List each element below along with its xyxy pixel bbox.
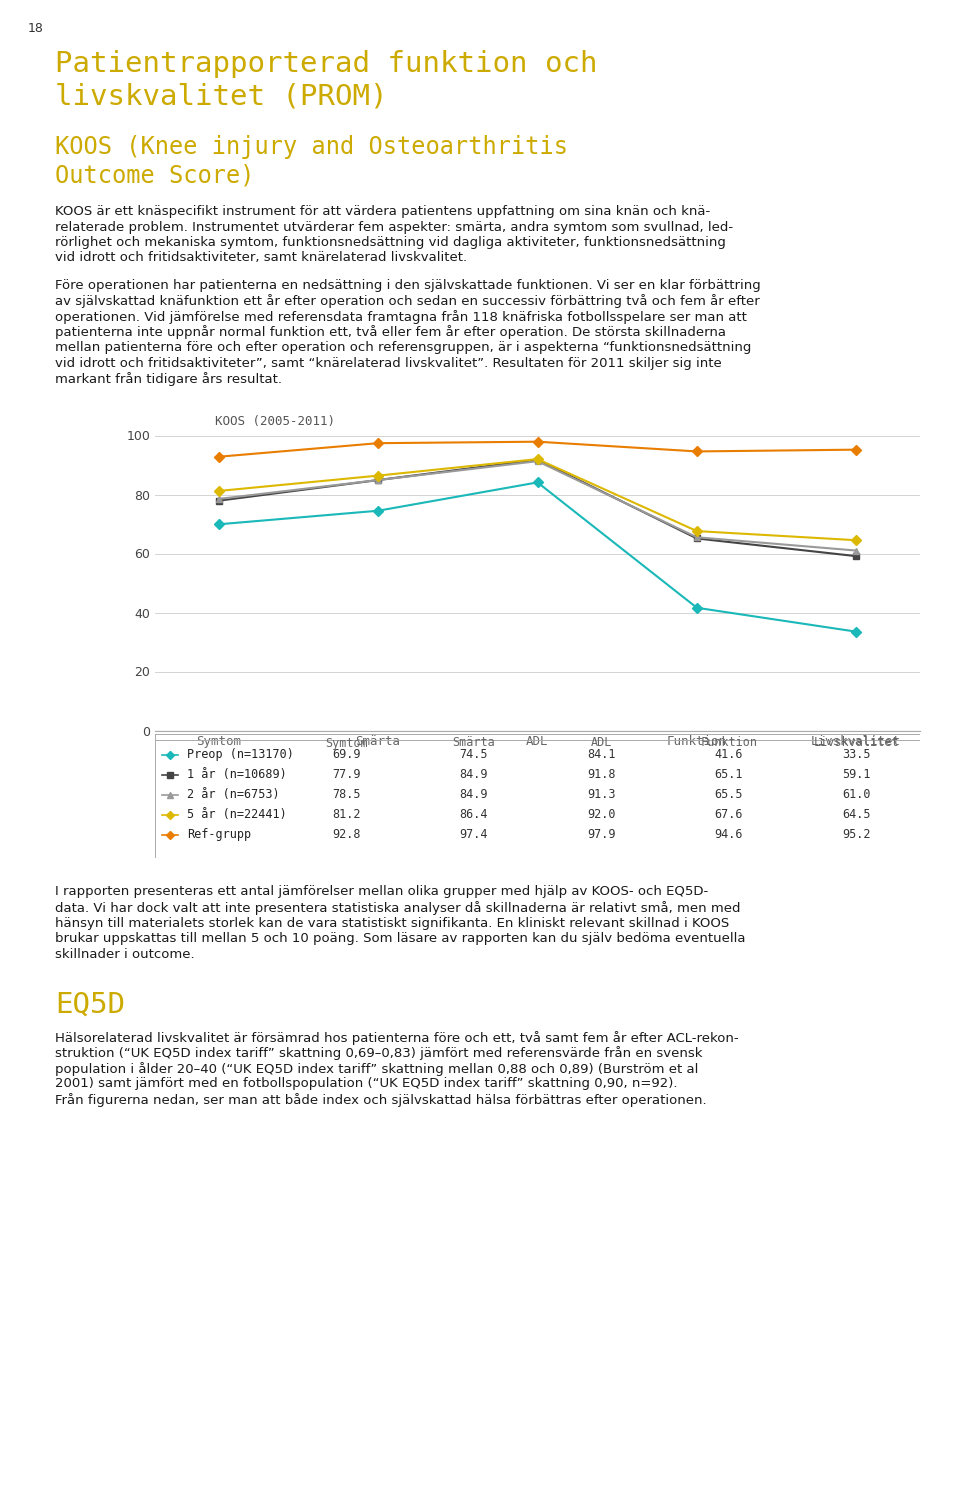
Text: 92.0: 92.0 xyxy=(587,808,615,821)
Text: 77.9: 77.9 xyxy=(332,767,361,781)
Text: 69.9: 69.9 xyxy=(332,748,361,761)
Text: hänsyn till materialets storlek kan de vara statistiskt signifikanta. En klinisk: hänsyn till materialets storlek kan de v… xyxy=(55,916,730,930)
Text: Hälsorelaterad livskvalitet är försämrad hos patienterna före och ett, två samt : Hälsorelaterad livskvalitet är försämrad… xyxy=(55,1031,738,1044)
Text: 97.4: 97.4 xyxy=(460,828,488,840)
Text: Från figurerna nedan, ser man att både index och självskattad hälsa förbättras e: Från figurerna nedan, ser man att både i… xyxy=(55,1094,707,1107)
Text: 18: 18 xyxy=(28,22,44,34)
Text: 74.5: 74.5 xyxy=(460,748,488,761)
Text: 59.1: 59.1 xyxy=(842,767,871,781)
Text: av självskattad knäfunktion ett år efter operation och sedan en successiv förbät: av självskattad knäfunktion ett år efter… xyxy=(55,295,759,308)
Text: patienterna inte uppnår normal funktion ett, två eller fem år efter operation. D: patienterna inte uppnår normal funktion … xyxy=(55,325,726,340)
Text: 91.3: 91.3 xyxy=(587,788,615,802)
Text: brukar uppskattas till mellan 5 och 10 poäng. Som läsare av rapporten kan du sjä: brukar uppskattas till mellan 5 och 10 p… xyxy=(55,933,746,945)
Text: 92.8: 92.8 xyxy=(332,828,361,840)
Text: rörlighet och mekaniska symtom, funktionsnedsättning vid dagliga aktiviteter, fu: rörlighet och mekaniska symtom, funktion… xyxy=(55,235,726,249)
Text: Symtom: Symtom xyxy=(324,736,368,749)
Text: 65.1: 65.1 xyxy=(714,767,743,781)
Text: Outcome Score): Outcome Score) xyxy=(55,162,254,188)
Text: operationen. Vid jämförelse med referensdata framtagna från 118 knäfriska fotbol: operationen. Vid jämförelse med referens… xyxy=(55,310,747,323)
Text: KOOS är ett knäspecifikt instrument för att värdera patientens uppfattning om si: KOOS är ett knäspecifikt instrument för … xyxy=(55,206,710,218)
Text: livskvalitet (PROM): livskvalitet (PROM) xyxy=(55,83,388,110)
Text: markant från tidigare års resultat.: markant från tidigare års resultat. xyxy=(55,372,282,386)
Text: 84.9: 84.9 xyxy=(460,767,488,781)
Text: 94.6: 94.6 xyxy=(714,828,743,840)
Text: 1 år (n=10689): 1 år (n=10689) xyxy=(187,767,287,781)
Text: Ref-grupp: Ref-grupp xyxy=(187,828,251,840)
Text: Livskvalitet: Livskvalitet xyxy=(813,736,899,749)
Text: 64.5: 64.5 xyxy=(842,808,871,821)
Text: 78.5: 78.5 xyxy=(332,788,361,802)
Text: 91.8: 91.8 xyxy=(587,767,615,781)
Text: data. Vi har dock valt att inte presentera statistiska analyser då skillnaderna : data. Vi har dock valt att inte presente… xyxy=(55,901,740,915)
Text: 84.9: 84.9 xyxy=(460,788,488,802)
Text: KOOS (Knee injury and Osteoarthritis: KOOS (Knee injury and Osteoarthritis xyxy=(55,136,568,159)
Text: 84.1: 84.1 xyxy=(587,748,615,761)
Text: 95.2: 95.2 xyxy=(842,828,871,840)
Text: vid idrott och fritidsaktiviteter, samt knärelaterad livskvalitet.: vid idrott och fritidsaktiviteter, samt … xyxy=(55,252,468,265)
Text: I rapporten presenteras ett antal jämförelser mellan olika grupper med hjälp av : I rapporten presenteras ett antal jämför… xyxy=(55,885,708,898)
Text: mellan patienterna före och efter operation och referensgruppen, är i aspekterna: mellan patienterna före och efter operat… xyxy=(55,341,752,355)
Text: 5 år (n=22441): 5 år (n=22441) xyxy=(187,808,287,821)
Text: struktion (“UK EQ5D index tariff” skattning 0,69–0,83) jämfört med referensvärde: struktion (“UK EQ5D index tariff” skattn… xyxy=(55,1046,703,1061)
Text: Preop (n=13170): Preop (n=13170) xyxy=(187,748,294,761)
Text: relaterade problem. Instrumentet utvärderar fem aspekter: smärta, andra symtom s: relaterade problem. Instrumentet utvärde… xyxy=(55,221,733,234)
Text: 81.2: 81.2 xyxy=(332,808,361,821)
Text: EQ5D: EQ5D xyxy=(55,991,125,1019)
Text: vid idrott och fritidsaktiviteter”, samt “knärelaterad livskvalitet”. Resultaten: vid idrott och fritidsaktiviteter”, samt… xyxy=(55,356,722,370)
Text: 2 år (n=6753): 2 år (n=6753) xyxy=(187,788,279,802)
Text: KOOS (2005-2011): KOOS (2005-2011) xyxy=(215,416,335,429)
Text: Smärta: Smärta xyxy=(452,736,495,749)
Text: 67.6: 67.6 xyxy=(714,808,743,821)
Text: population i ålder 20–40 (“UK EQ5D index tariff” skattning mellan 0,88 och 0,89): population i ålder 20–40 (“UK EQ5D index… xyxy=(55,1062,698,1076)
Text: Före operationen har patienterna en nedsättning i den självskattade funktionen. : Före operationen har patienterna en neds… xyxy=(55,279,760,292)
Text: Funktion: Funktion xyxy=(700,736,757,749)
Text: 2001) samt jämfört med en fotbollspopulation (“UK EQ5D index tariff” skattning 0: 2001) samt jämfört med en fotbollspopula… xyxy=(55,1077,678,1091)
Text: 61.0: 61.0 xyxy=(842,788,871,802)
Text: 97.9: 97.9 xyxy=(587,828,615,840)
Text: 65.5: 65.5 xyxy=(714,788,743,802)
Text: 41.6: 41.6 xyxy=(714,748,743,761)
Text: 86.4: 86.4 xyxy=(460,808,488,821)
Text: skillnader i outcome.: skillnader i outcome. xyxy=(55,948,195,961)
Text: ADL: ADL xyxy=(590,736,612,749)
Text: 33.5: 33.5 xyxy=(842,748,871,761)
Text: Patientrapporterad funktion och: Patientrapporterad funktion och xyxy=(55,51,597,77)
